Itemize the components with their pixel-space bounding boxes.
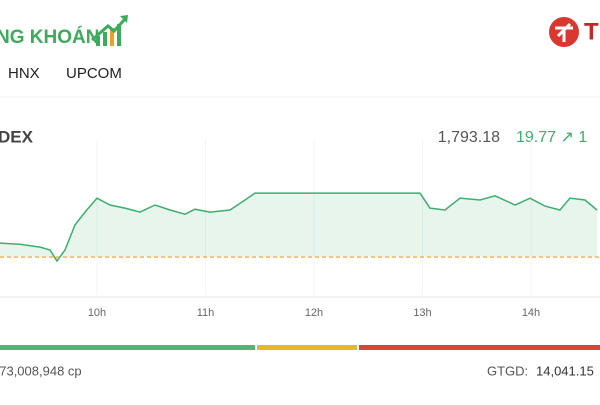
- breadth-bar: [257, 345, 357, 350]
- price-line: [0, 192, 598, 263]
- logo: T: [584, 18, 599, 45]
- index-change: 19.77 ↗ 1: [516, 129, 587, 146]
- x-tick-label: 12h: [305, 307, 323, 319]
- x-tick-label: 13h: [413, 307, 431, 319]
- tab[interactable]: HNX: [8, 65, 40, 82]
- area: [0, 193, 597, 262]
- brand: NG KHOÁN: [0, 26, 99, 48]
- index-price: 1,793.18: [438, 129, 500, 146]
- x-tick-label: 14h: [522, 307, 540, 319]
- index-name: DEX: [0, 127, 34, 146]
- logo-icon: [549, 17, 579, 47]
- value: 14,041.15: [536, 363, 594, 378]
- brand-icon: [91, 15, 128, 46]
- x-tick-label: 10h: [88, 307, 106, 319]
- breadth-bar: [0, 345, 255, 350]
- volume: 573,008,948 cp: [0, 363, 82, 378]
- tab[interactable]: UPCOM: [66, 65, 122, 82]
- x-tick-label: 11h: [197, 307, 215, 319]
- value-label: GTGD:: [487, 363, 528, 378]
- breadth-bar: [359, 345, 600, 350]
